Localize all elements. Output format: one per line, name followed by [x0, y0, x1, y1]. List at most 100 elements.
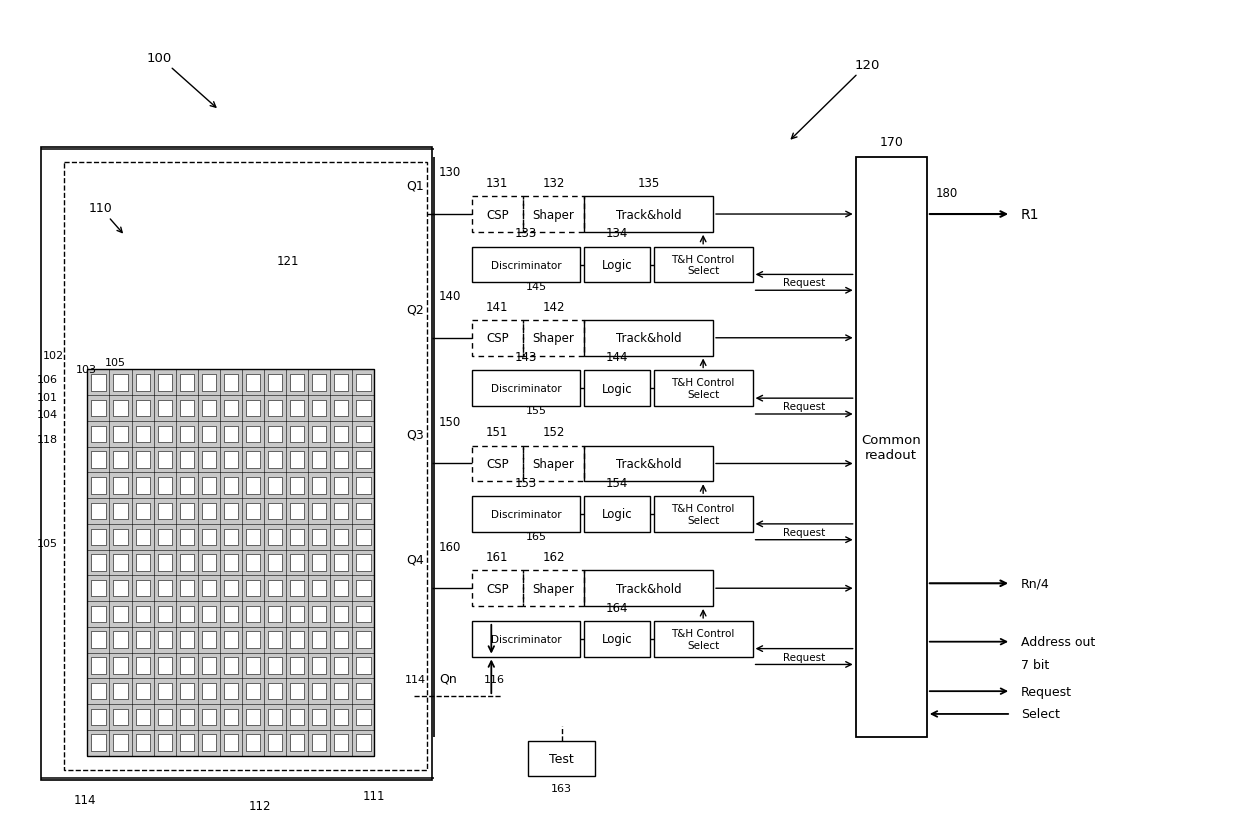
- Bar: [312, 734, 326, 751]
- Bar: [202, 580, 216, 597]
- Bar: [180, 452, 193, 468]
- Bar: [528, 741, 595, 777]
- Text: 105: 105: [37, 538, 58, 548]
- Text: 140: 140: [439, 290, 461, 303]
- Text: Request: Request: [782, 278, 826, 288]
- Bar: [92, 734, 105, 751]
- Bar: [202, 478, 216, 494]
- Bar: [246, 478, 260, 494]
- Bar: [180, 400, 193, 416]
- Bar: [335, 529, 348, 546]
- Bar: [157, 452, 172, 468]
- Bar: [584, 570, 713, 606]
- Bar: [202, 426, 216, 442]
- Bar: [584, 320, 713, 356]
- Bar: [356, 503, 371, 520]
- Bar: [224, 400, 238, 416]
- Bar: [290, 374, 304, 391]
- Bar: [584, 446, 713, 482]
- Bar: [92, 709, 105, 725]
- Text: 134: 134: [606, 227, 629, 240]
- Bar: [92, 632, 105, 648]
- Text: Discriminator: Discriminator: [491, 509, 562, 519]
- Bar: [290, 632, 304, 648]
- Bar: [335, 426, 348, 442]
- Bar: [202, 374, 216, 391]
- Bar: [114, 529, 128, 546]
- Bar: [202, 734, 216, 751]
- Bar: [92, 555, 105, 571]
- Bar: [312, 580, 326, 597]
- Text: 116: 116: [484, 675, 505, 685]
- Bar: [157, 503, 172, 520]
- Bar: [41, 147, 432, 780]
- Bar: [246, 683, 260, 700]
- Bar: [224, 426, 238, 442]
- Bar: [92, 400, 105, 416]
- Bar: [246, 580, 260, 597]
- Bar: [224, 734, 238, 751]
- Bar: [92, 374, 105, 391]
- Bar: [268, 734, 283, 751]
- Bar: [290, 657, 304, 674]
- Bar: [180, 632, 193, 648]
- Bar: [202, 606, 216, 623]
- Bar: [335, 709, 348, 725]
- Bar: [268, 606, 283, 623]
- Bar: [856, 157, 926, 737]
- Text: 151: 151: [486, 426, 508, 439]
- Bar: [157, 374, 172, 391]
- Bar: [157, 734, 172, 751]
- Text: 103: 103: [76, 365, 97, 375]
- Bar: [135, 374, 150, 391]
- Bar: [180, 478, 193, 494]
- Text: 133: 133: [515, 227, 537, 240]
- Bar: [335, 683, 348, 700]
- Text: 105: 105: [105, 357, 126, 367]
- Bar: [202, 529, 216, 546]
- Bar: [246, 709, 260, 725]
- Bar: [92, 529, 105, 546]
- Text: Select: Select: [1021, 708, 1060, 720]
- Bar: [290, 606, 304, 623]
- Bar: [268, 709, 283, 725]
- Bar: [246, 529, 260, 546]
- Text: T&H Control
Select: T&H Control Select: [672, 254, 735, 276]
- Text: Discriminator: Discriminator: [491, 634, 562, 644]
- Bar: [224, 580, 238, 597]
- Bar: [157, 709, 172, 725]
- Text: 120: 120: [791, 59, 880, 140]
- Text: 141: 141: [486, 301, 508, 313]
- Text: Discriminator: Discriminator: [491, 260, 562, 270]
- Bar: [135, 452, 150, 468]
- Text: 121: 121: [277, 255, 300, 267]
- Bar: [290, 426, 304, 442]
- Text: Q4: Q4: [407, 553, 424, 566]
- Text: Rn/4: Rn/4: [1021, 577, 1050, 590]
- Bar: [157, 683, 172, 700]
- Bar: [114, 683, 128, 700]
- Text: Address out: Address out: [1021, 635, 1095, 648]
- Text: 170: 170: [879, 136, 903, 149]
- Bar: [268, 452, 283, 468]
- Text: 155: 155: [526, 406, 547, 416]
- Text: Track&hold: Track&hold: [616, 582, 682, 595]
- Bar: [114, 374, 128, 391]
- Bar: [312, 503, 326, 520]
- Bar: [268, 503, 283, 520]
- Bar: [312, 478, 326, 494]
- Bar: [290, 400, 304, 416]
- Text: Qn: Qn: [439, 672, 456, 685]
- Text: 118: 118: [37, 434, 58, 444]
- Bar: [135, 632, 150, 648]
- Bar: [114, 400, 128, 416]
- Text: CSP: CSP: [486, 457, 508, 470]
- Text: 114: 114: [73, 792, 95, 806]
- Text: 161: 161: [486, 551, 508, 563]
- Bar: [335, 606, 348, 623]
- Bar: [584, 621, 650, 657]
- Text: 112: 112: [249, 798, 272, 811]
- Bar: [63, 162, 427, 770]
- Bar: [523, 197, 584, 233]
- Bar: [92, 606, 105, 623]
